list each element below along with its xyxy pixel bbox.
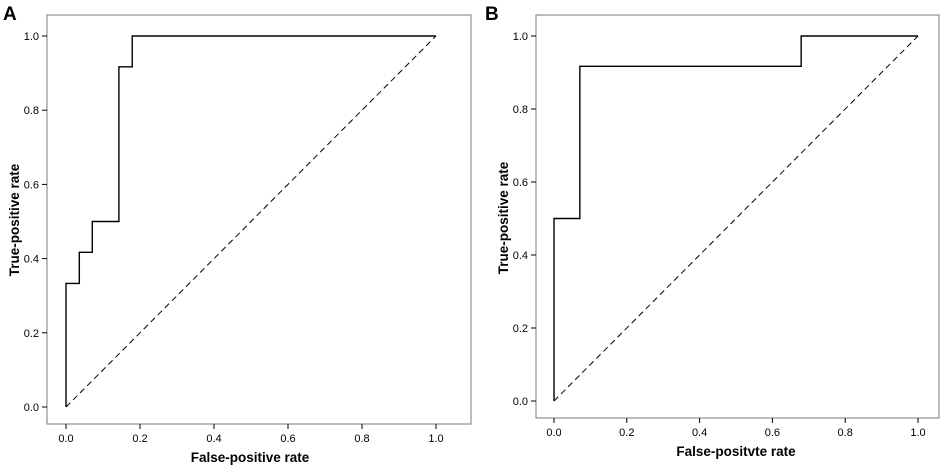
panel-a: A 0.0 0.2 0.4 0.6 0.8 1.0 0.0 0.2 0.4 0.6 0.8 1.0 F… (3, 4, 472, 465)
x-tick-label-a-0: 0.0 (58, 433, 73, 445)
y-tick-label-b-0: 0.0 (513, 396, 528, 408)
series-b (553, 35, 919, 402)
roc-curve-b (553, 35, 918, 401)
x-tick-label-a-2: 0.4 (206, 433, 221, 445)
ticks-a (42, 35, 437, 429)
plot-frame-b (535, 14, 940, 419)
x-tick-label-a-3: 0.6 (280, 433, 295, 445)
x-tick-label-b-0: 0.0 (546, 427, 561, 439)
tick-labels-a: 0.0 0.2 0.4 0.6 0.8 1.0 0.0 0.2 0.4 0.6 0.8 1.0 (24, 31, 444, 445)
y-tick-label-a-4: 0.8 (24, 105, 39, 117)
series-a (65, 35, 437, 408)
roc-curve-a (65, 35, 436, 407)
x-tick-label-a-4: 0.8 (354, 433, 369, 445)
x-tick-label-a-1: 0.2 (132, 433, 147, 445)
x-tick-label-b-4: 0.8 (838, 427, 853, 439)
y-tick-label-b-5: 1.0 (513, 31, 528, 43)
y-tick-label-a-1: 0.2 (24, 328, 39, 340)
plot-frame-a (46, 14, 472, 425)
panel-label-b: B (485, 4, 499, 25)
y-axis-title-b: True-positive rate (496, 161, 511, 274)
panel-b: B 0.0 0.2 0.4 0.6 0.8 1.0 0.0 0.2 0.4 0.6 0.8 1.0 F… (485, 4, 940, 459)
x-tick-label-b-5: 1.0 (910, 427, 925, 439)
y-tick-label-a-5: 1.0 (24, 31, 39, 43)
reference-line-b (553, 35, 919, 402)
x-tick-label-a-5: 1.0 (428, 433, 443, 445)
y-tick-label-b-3: 0.6 (513, 177, 528, 189)
ticks-b (531, 35, 919, 423)
x-tick-label-b-1: 0.2 (619, 427, 634, 439)
tick-labels-b: 0.0 0.2 0.4 0.6 0.8 1.0 0.0 0.2 0.4 0.6 0.8 1.0 (513, 31, 926, 439)
x-tick-label-b-2: 0.4 (692, 427, 707, 439)
y-tick-label-a-3: 0.6 (24, 179, 39, 191)
y-tick-label-a-2: 0.4 (24, 254, 39, 266)
reference-line-a (65, 35, 437, 408)
x-axis-title-b: False-positvte rate (676, 444, 796, 459)
x-tick-label-b-3: 0.6 (765, 427, 780, 439)
y-tick-label-b-1: 0.2 (513, 323, 528, 335)
x-axis-title-a: False-positive rate (191, 450, 310, 465)
panel-label-a: A (3, 4, 17, 25)
y-axis-title-a: True-positive rate (7, 163, 22, 276)
y-tick-label-b-4: 0.8 (513, 104, 528, 116)
y-tick-label-b-2: 0.4 (513, 250, 528, 262)
y-tick-label-a-0: 0.0 (24, 402, 39, 414)
